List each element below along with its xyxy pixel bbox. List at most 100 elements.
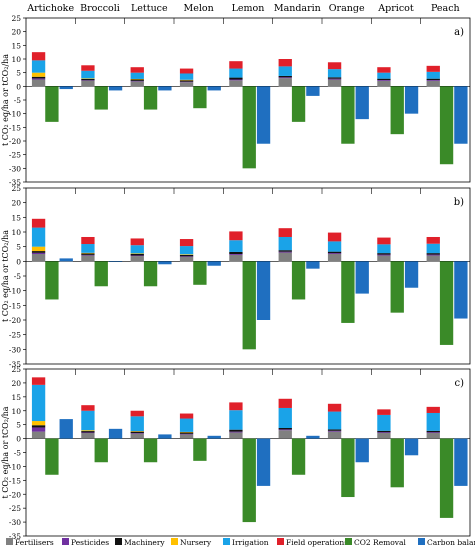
bar-co2-removal [193,86,207,109]
bar-co2-removal [390,86,404,135]
bar-pesticides [31,427,46,432]
bar-carbon-balance [454,261,468,319]
bar-carbon-balance [404,261,419,288]
panel-1: -35 -30 -25 -20 -15 -10 -5 0 5 10 15 20 25 b) t CO₂ eq… [1,184,471,369]
bar-machinery [327,77,342,79]
legend-swatch-pesticides [62,538,69,545]
bar-co2-removal [341,261,355,323]
bar-field-operations [377,409,391,415]
bar-pesticides [229,431,243,433]
y-axis-title: t CO₂ eq/ha or tCO₂/ha [1,54,10,146]
legend-label: Irrigation [232,538,269,547]
bar-carbon-balance [355,438,369,463]
bar-fertilisers [377,433,391,439]
legend-label: Fertilisers [15,538,54,547]
bar-fertilisers [327,79,342,87]
bar-co2-removal [341,438,355,498]
bar-field-operations [130,67,144,73]
bar-machinery [377,253,391,255]
y-tick-label: 20 [11,199,21,208]
bar-pesticides [229,254,243,255]
bar-nursery [130,253,144,254]
y-tick-label: 5 [16,69,21,78]
bar-co2-removal [390,261,404,313]
bar-field-operations [278,398,292,408]
y-tick-label: -30 [9,345,21,354]
bar-pesticides [327,430,342,432]
bar-pesticides [130,433,144,434]
bar-carbon-balance [158,86,172,91]
bar-irrigation [31,227,46,247]
bar-irrigation [327,411,342,430]
bar-irrigation [229,68,243,78]
bar-carbon-balance [59,419,73,439]
bar-fertilisers [31,254,46,262]
bar-machinery [179,254,194,257]
bar-pesticides [179,81,194,83]
bar-fertilisers [130,256,144,262]
bar-pesticides [229,79,243,81]
legend-label: Pesticides [71,538,109,547]
bar-machinery [81,78,95,81]
crop-label-orange: Orange [329,3,365,14]
y-tick-label: -35 [9,178,21,187]
bar-pesticides [426,432,440,434]
bar-machinery [426,253,440,255]
bar-machinery [31,425,46,428]
crop-label-artichoke: Artichoke [26,3,74,14]
bar-fertilisers [426,80,440,87]
bar-pesticides [81,80,95,81]
bar-irrigation [278,407,292,429]
bar-field-operations [229,402,243,411]
legend-swatch-field-operations [277,538,284,545]
bar-field-operations [327,62,342,70]
bar-co2-removal [341,86,355,144]
bar-field-operations [426,236,440,244]
y-tick-label: -10 [9,110,21,119]
bar-machinery [229,251,243,254]
bar-field-operations [31,52,46,61]
legend-label: Field operations [286,538,348,547]
bar-carbon-balance [454,438,468,486]
bar-fertilisers [327,431,342,439]
bar-co2-removal [45,86,59,122]
y-tick-label: -30 [9,164,21,173]
y-tick-label: 15 [11,213,21,222]
bar-machinery [426,430,440,433]
bar-co2-removal [291,438,306,475]
bar-nursery [179,79,194,81]
bar-fertilisers [278,78,292,87]
bar-machinery [179,432,194,434]
legend-swatch-carbon-balance [418,538,425,545]
bar-irrigation [179,73,194,80]
bar-field-operations [278,228,292,237]
y-tick-label: -20 [9,490,21,499]
legend-label: CO2 Removal [354,538,406,547]
bar-fertilisers [31,431,46,439]
bar-fertilisers [377,80,391,87]
bar-nursery [179,254,194,255]
bar-fertilisers [426,433,440,439]
bar-co2-removal [242,86,256,169]
bar-field-operations [229,231,243,241]
bar-machinery [327,251,342,254]
bar-irrigation [81,244,95,253]
y-tick-label: -10 [9,462,21,471]
bar-machinery [377,78,391,81]
y-tick-label: -15 [9,301,21,310]
bar-co2-removal [291,86,306,122]
bar-co2-removal [143,261,158,287]
bar-carbon-balance [256,261,271,320]
bar-fertilisers [130,81,144,87]
legend-swatch-nursery [171,538,178,545]
bar-co2-removal [242,261,256,350]
bar-nursery [81,430,95,432]
bar-fertilisers [278,252,292,262]
bar-co2-removal [439,438,454,518]
y-tick-label: -10 [9,287,21,296]
bar-irrigation [377,414,391,431]
legend-label: Carbon balance [427,538,475,547]
bar-pesticides [81,432,95,434]
bar-fertilisers [377,255,391,262]
bar-machinery [81,431,95,433]
